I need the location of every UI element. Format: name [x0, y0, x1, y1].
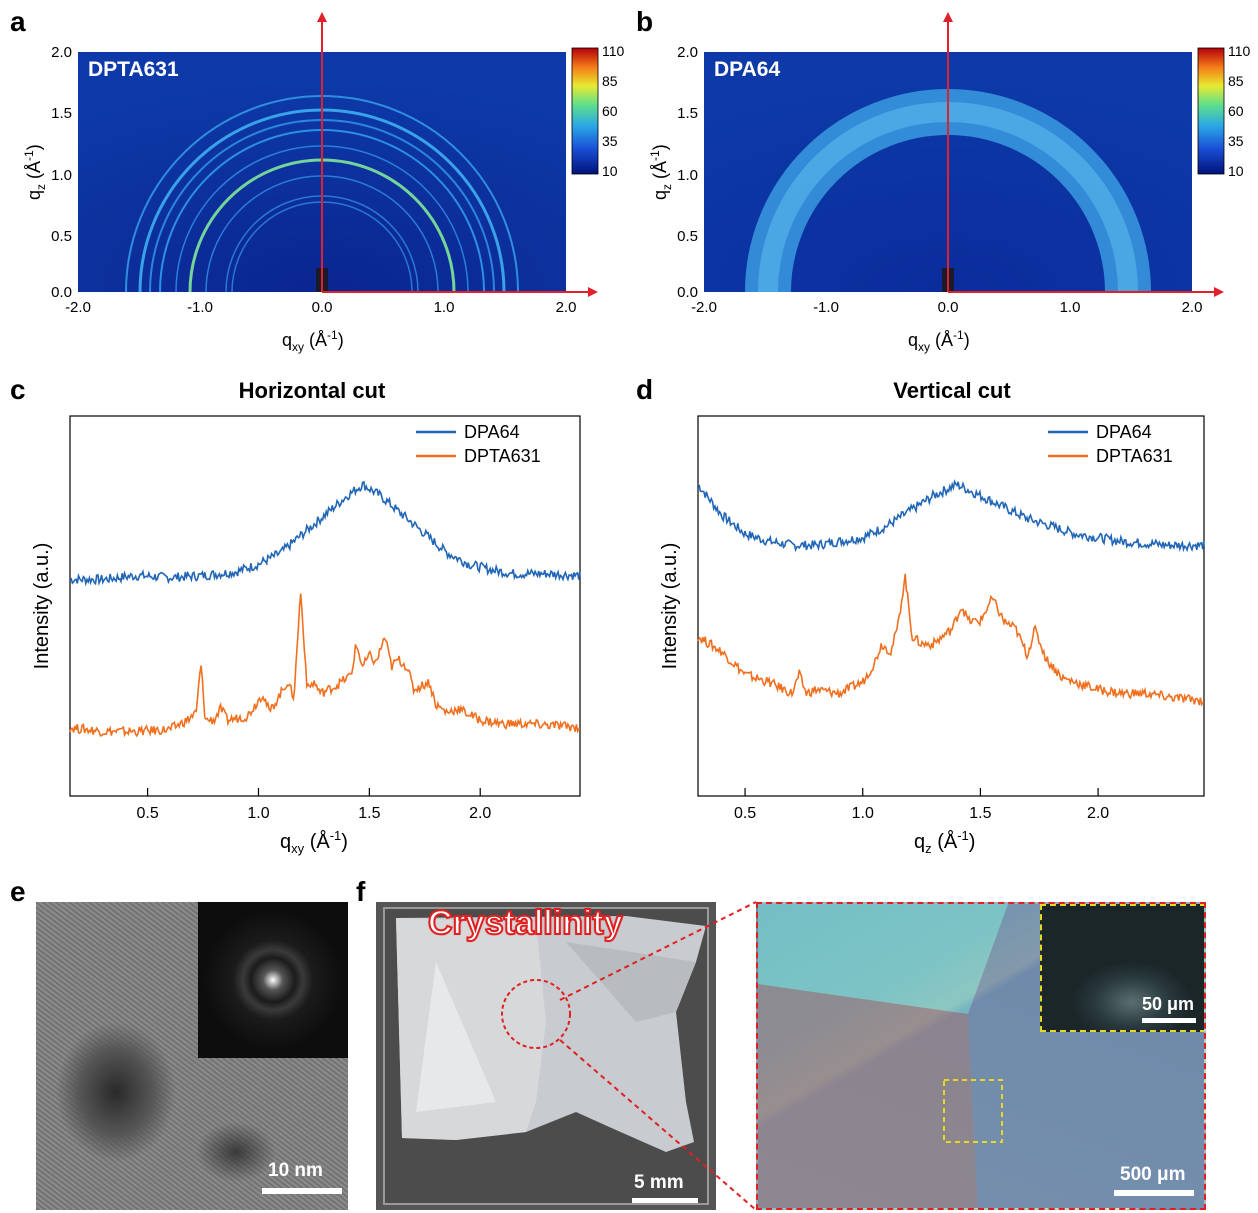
crystallinity-annotation: Crystallinity: [427, 903, 624, 943]
legend: DPA64 DPTA631: [1048, 422, 1173, 466]
x-tick: -2.0: [65, 299, 91, 316]
x-tick: 1.0: [1060, 299, 1081, 316]
x-tick: 1.0: [434, 299, 455, 316]
y-tick: 0.0: [677, 284, 698, 301]
panel-b-giwaxs: DPA64 2.0 1.5 1.0 0.5 0.0 -2.0 -1.0 0.0 …: [648, 12, 1251, 354]
y-tick: 0.0: [51, 284, 72, 301]
y-tick: 1.0: [677, 167, 698, 184]
x-tick-label: 0.5: [734, 805, 756, 822]
x-axis-title: qxy (Å-1): [280, 828, 348, 856]
y-axis-title: Intensity (a.u.): [31, 543, 53, 670]
x-axis-title: qz (Å-1): [914, 828, 975, 856]
legend: DPA64 DPTA631: [416, 422, 541, 466]
series-line-dpta631: [69, 593, 581, 738]
x-axis-title: qxy (Å-1): [908, 328, 970, 354]
y-axis-title: qz (Å-1): [22, 144, 48, 200]
x-tick-label: 2.0: [469, 805, 491, 822]
x-tick: 2.0: [1182, 299, 1203, 316]
x-tick-label: 1.5: [969, 805, 991, 822]
x-tick-label: 1.0: [852, 805, 874, 822]
x-tick: -1.0: [813, 299, 839, 316]
series-line-dpa64: [697, 479, 1205, 553]
y-tick: 2.0: [51, 44, 72, 61]
scale-bar-label: 10 nm: [268, 1160, 323, 1181]
colorbar-tick: 10: [1228, 163, 1244, 179]
y-tick: 1.0: [51, 167, 72, 184]
legend-entry: DPA64: [464, 422, 520, 442]
scale-bar: [262, 1188, 342, 1194]
panel-a-giwaxs: DPTA631 2.0 1.5 1.0 0.5 0.0 -2.0 -1.0 0.…: [22, 12, 625, 354]
horizontal-cut-chart: Horizontal cut 0.5 1.0 1.5 2.0 Intensity (a…: [31, 378, 581, 856]
sample-label-dpa64: DPA64: [714, 58, 780, 81]
colorbar-tick: 110: [602, 43, 625, 59]
x-tick: 0.0: [938, 299, 959, 316]
colorbar-tick: 85: [602, 73, 618, 89]
x-tick-label: 2.0: [1087, 805, 1109, 822]
sample-label-dpta631: DPTA631: [88, 58, 179, 81]
legend-entry: DPTA631: [1096, 446, 1173, 466]
colorbar-tick: 110: [1228, 43, 1251, 59]
y-tick: 1.5: [51, 105, 72, 122]
panel-label-d: d: [636, 374, 654, 405]
y-tick: 0.5: [51, 228, 72, 245]
inset-micrograph: 50 μm: [1040, 904, 1204, 1032]
x-tick: 0.0: [312, 299, 333, 316]
fft-inset: [198, 902, 348, 1058]
scale-bar-label: 50 μm: [1142, 994, 1195, 1014]
y-axis-title: Intensity (a.u.): [659, 543, 681, 670]
plot-frame: [69, 415, 581, 797]
chart-title: Vertical cut: [893, 378, 1011, 403]
panel-label-c: c: [10, 374, 26, 405]
series-line-dpa64: [69, 480, 581, 587]
vertical-cut-chart: Vertical cut 0.5 1.0 1.5 2.0 Intensity (a.u…: [659, 378, 1205, 856]
y-tick: 1.5: [677, 105, 698, 122]
colorbar-tick: 60: [1228, 103, 1244, 119]
panel-label-a: a: [10, 6, 26, 37]
plot-frame: [697, 415, 1205, 797]
colorbar-tick: 85: [1228, 73, 1244, 89]
colorbar: [571, 47, 599, 175]
series-line-dpta631: [697, 573, 1205, 707]
chart-title: Horizontal cut: [239, 378, 386, 403]
legend-entry: DPTA631: [464, 446, 541, 466]
film-photo: Crystallinity 5 mm: [376, 902, 716, 1210]
polarized-micrograph: 50 μm 500 μm: [756, 902, 1206, 1210]
y-tick: 2.0: [677, 44, 698, 61]
scale-bar: [1142, 1018, 1196, 1023]
panel-label-e: e: [10, 876, 26, 907]
y-axis-title: qz (Å-1): [648, 144, 674, 200]
y-tick: 0.5: [677, 228, 698, 245]
scale-bar-label: 500 μm: [1120, 1164, 1186, 1185]
x-axis-title: qxy (Å-1): [282, 328, 344, 354]
colorbar-tick: 35: [602, 133, 618, 149]
x-tick-label: 0.5: [136, 805, 158, 822]
x-tick: 2.0: [556, 299, 577, 316]
x-tick-label: 1.5: [358, 805, 380, 822]
colorbar-tick: 10: [602, 163, 618, 179]
legend-entry: DPA64: [1096, 422, 1152, 442]
panel-label-f: f: [356, 876, 366, 907]
hrtem-image: 10 nm: [36, 902, 348, 1210]
x-tick: -2.0: [691, 299, 717, 316]
colorbar: [1197, 47, 1225, 175]
x-tick-label: 1.0: [247, 805, 269, 822]
colorbar-tick: 35: [1228, 133, 1244, 149]
panel-label-b: b: [636, 6, 654, 37]
colorbar-tick: 60: [602, 103, 618, 119]
x-tick: -1.0: [187, 299, 213, 316]
scale-bar-label: 5 mm: [634, 1172, 684, 1193]
